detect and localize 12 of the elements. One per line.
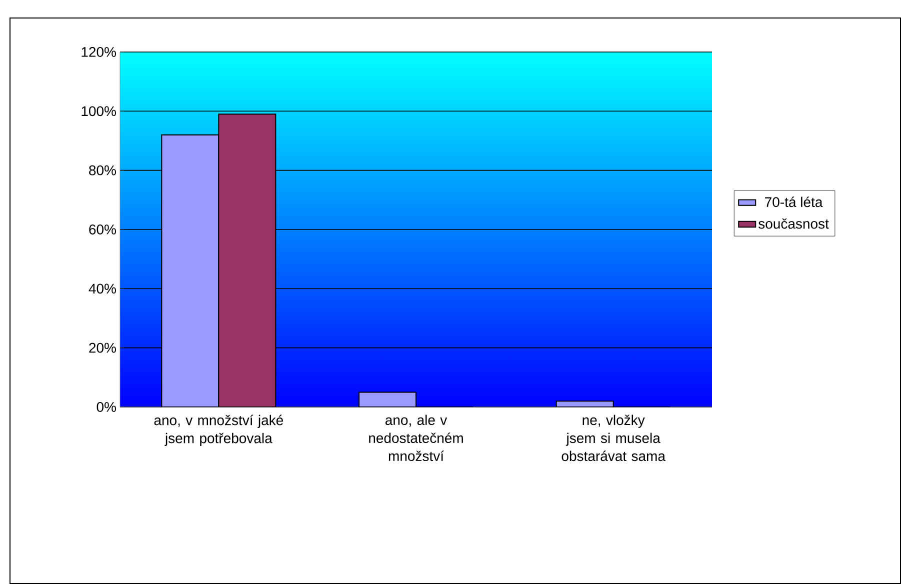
y-tick-label: 20% (89, 342, 116, 353)
y-tick-label: 120% (82, 47, 116, 57)
x-tick-label: ne, vložky jsem si musela obstarávat sama (562, 414, 666, 462)
y-tick-label: 0% (96, 402, 116, 412)
y-tick-label: 60% (89, 224, 116, 234)
y-tick-label: 100% (82, 106, 116, 116)
x-tick-label: ano, ale v nedostatečném množství (369, 414, 463, 462)
x-tick-label: ano, v množství jaké jsem potřebovala (154, 414, 284, 446)
y-tick-label: 80% (89, 165, 116, 176)
legend-label: současnost (758, 218, 829, 229)
y-tick-label: 40% (88, 284, 116, 294)
legend-label: 70-tá léta (765, 196, 823, 208)
